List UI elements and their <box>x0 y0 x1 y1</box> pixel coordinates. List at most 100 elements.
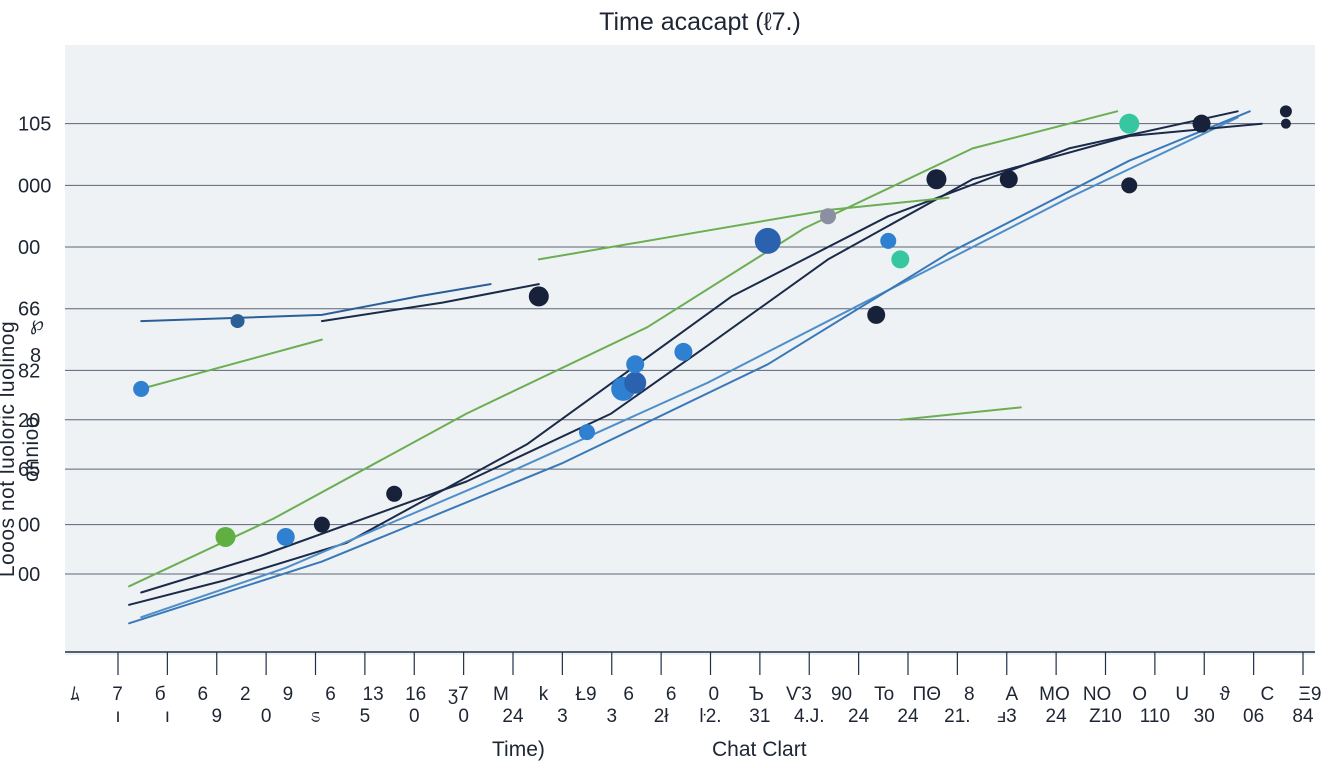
series-line <box>320 283 540 323</box>
x-tick-label: C <box>1261 684 1275 705</box>
series-line <box>140 338 323 390</box>
x-tick-label: 24 <box>502 706 524 727</box>
x-tick-label: Ξ9 <box>1299 684 1322 705</box>
data-point <box>313 516 330 533</box>
x-tick-label: 6 <box>325 684 336 705</box>
x-tick-label: 110 <box>1140 706 1170 727</box>
x-tick-label: 24 <box>897 706 919 727</box>
data-point <box>1279 105 1292 118</box>
y-side-mark: ℘ <box>30 313 44 335</box>
chart-title: Time acacapt (ℓ7.) <box>599 8 801 36</box>
x-tick-label: 90 <box>831 684 852 705</box>
y-tick-label: 65 <box>18 459 40 481</box>
x-tick-label: 06 <box>1243 706 1264 727</box>
x-tick-label: 3 <box>557 706 568 727</box>
x-tick-label: ı <box>165 706 170 727</box>
data-point <box>215 526 236 547</box>
x-tick-label: 30 <box>1194 706 1215 727</box>
series-line <box>537 196 950 261</box>
y-tick-label: 20 <box>18 410 40 432</box>
data-point <box>230 314 245 329</box>
y-side-mark: 8 <box>30 345 41 367</box>
x-tick-label: 13 <box>363 684 384 705</box>
x-tick-label: 21. <box>944 706 970 727</box>
x-tick-label: U <box>1175 684 1189 705</box>
data-point <box>626 355 645 374</box>
x-tick-label: 0 <box>458 706 469 727</box>
x-tick-label: ﾑ <box>70 684 80 705</box>
data-point <box>880 232 897 249</box>
data-point <box>624 371 647 394</box>
data-point <box>1280 118 1291 129</box>
data-point <box>1192 114 1211 133</box>
x-tick-label: 24 <box>848 706 870 727</box>
data-point <box>1121 177 1138 194</box>
data-point <box>891 250 910 269</box>
x-tick-label: 2 <box>240 684 251 705</box>
x-tick-label: 31 <box>749 706 770 727</box>
x-tick-label: ϑ <box>1220 684 1231 705</box>
x-tick-label: 0 <box>709 684 720 705</box>
x-tick-label: 6 <box>666 684 677 705</box>
x-tick-label: 5 <box>360 706 371 727</box>
data-point <box>1119 113 1140 134</box>
x-tick-label: 0 <box>409 706 420 727</box>
series-line <box>140 116 1239 619</box>
grid-lines <box>65 123 1315 575</box>
x-tick-label: 4.J. <box>794 706 825 727</box>
x-tick-label: k <box>539 684 549 705</box>
series-line <box>899 406 1022 421</box>
y-axis-label: Looos not luoloric luolinog onnioo <box>0 320 43 578</box>
x-tick-label: ΝΟ <box>1083 684 1112 705</box>
data-point <box>133 380 150 397</box>
series-line <box>128 110 1119 588</box>
x-tick-label: 9 <box>283 684 294 705</box>
x-tick-label: ʒ7 <box>448 684 469 705</box>
data-point <box>579 424 595 441</box>
y-side-marks: ℘8 <box>30 313 44 367</box>
y-tick-label: 82 <box>18 360 40 382</box>
x-tick-label: Α <box>1006 684 1019 705</box>
x-tick-label: ŀ2. <box>699 706 721 727</box>
x-tick-label: M <box>493 684 509 705</box>
scatter-points <box>133 105 1292 547</box>
chart-caption: Chat Clart <box>712 738 807 761</box>
x-tick-label: 7 <box>112 684 123 705</box>
x-tick-label: ΠΘ <box>912 684 941 705</box>
y-tick-label: 00 <box>18 237 40 259</box>
x-tick-label: 8 <box>964 684 975 705</box>
x-tick-label: Ο <box>1132 684 1147 705</box>
series-line <box>140 122 1263 594</box>
x-tick-label: To <box>874 684 894 705</box>
data-point <box>528 286 549 307</box>
y-tick-label: 000 <box>18 175 51 197</box>
x-tick-label: б <box>155 684 166 705</box>
x-tick-label: 6 <box>197 684 208 705</box>
data-point <box>276 527 295 546</box>
y-tick-label: 00 <box>18 515 40 537</box>
x-tick-label: 24 <box>1046 706 1068 727</box>
x-tick-label: Z10 <box>1089 706 1122 727</box>
data-point <box>867 305 886 324</box>
data-point <box>999 170 1018 189</box>
x-tick-label: ಽ <box>310 706 320 727</box>
x-tick-label: 2ł <box>654 706 670 727</box>
data-point <box>386 485 403 502</box>
data-point <box>820 208 836 225</box>
x-axis-label: Time) <box>492 738 545 761</box>
x-tick-label: Ł9 <box>575 684 596 705</box>
x-tick-label: Ъ <box>749 684 764 705</box>
x-tick-label: Ѵ3 <box>786 684 812 705</box>
data-point <box>674 342 693 361</box>
y-tick-label: 66 <box>18 299 40 321</box>
x-tick-label: 6 <box>623 684 634 705</box>
series-line <box>128 110 1251 625</box>
x-tick-label: 3 <box>606 706 617 727</box>
x-tick-label: 9 <box>211 706 222 727</box>
x-tick-label: 0 <box>261 706 272 727</box>
x-tick-label: 84 <box>1292 706 1314 727</box>
x-tick-label: ı <box>115 706 120 727</box>
